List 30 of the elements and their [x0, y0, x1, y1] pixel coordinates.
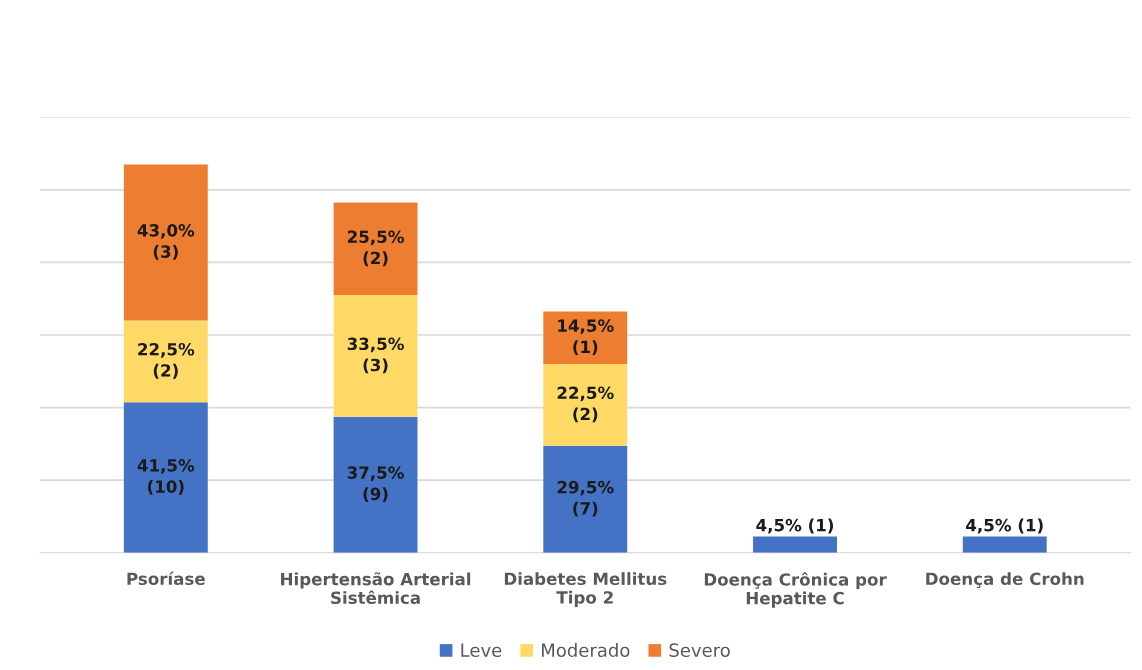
data-label: 37,5% (9) — [347, 466, 404, 503]
data-label: 41,5% (10) — [137, 459, 195, 495]
x-tick-label: Doença de Crohn — [926, 572, 1084, 589]
bar — [543, 311, 628, 365]
bar — [123, 402, 208, 553]
bar — [543, 364, 628, 446]
data-label: 43,0% (3) — [137, 224, 195, 260]
x-tick-label: Psoríase — [127, 571, 205, 586]
data-label: 25,5% (2) — [347, 230, 404, 267]
legend-label: Leve — [461, 643, 502, 658]
data-label: 29,5% (7) — [557, 480, 614, 517]
legend-label: Severo — [669, 643, 730, 658]
data-label: 33,5% (3) — [347, 337, 404, 374]
data-label: 22,5% (2) — [557, 386, 614, 423]
x-tick-label: Doença Crônica por Hepatite C — [704, 572, 887, 608]
bar — [333, 295, 418, 417]
bar — [962, 536, 1047, 553]
data-label: 4,5% (1) — [756, 518, 833, 534]
legend-label: Moderado — [541, 643, 630, 658]
x-tick-label: Hipertensão Arterial Sistêmica — [281, 572, 471, 605]
x-tick-label: Diabetes Mellitus Tipo 2 — [504, 572, 667, 607]
bar — [753, 536, 837, 553]
data-label: 4,5% (1) — [966, 518, 1043, 534]
data-label: 14,5% (1) — [558, 319, 614, 356]
bar — [123, 320, 208, 403]
bar — [333, 416, 418, 553]
data-label: 22,5% (2) — [138, 342, 195, 379]
bar — [543, 445, 628, 553]
bar — [333, 202, 418, 296]
bar — [123, 164, 208, 321]
